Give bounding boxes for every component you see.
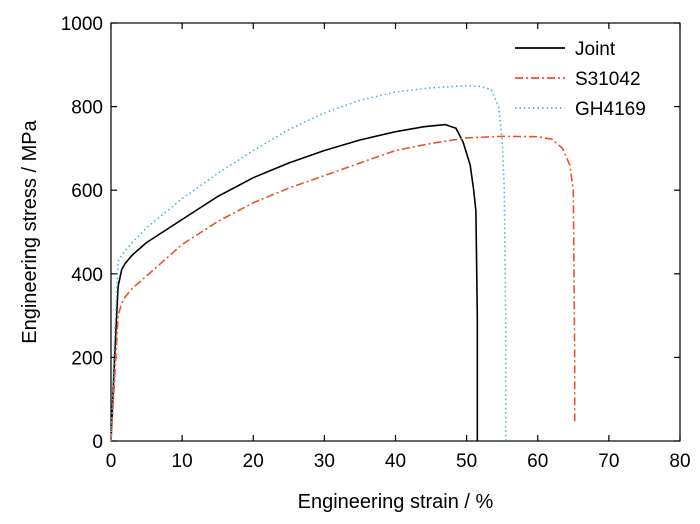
- x-tick-label: 20: [243, 451, 264, 472]
- legend-label-gh4169: GH4169: [575, 99, 646, 120]
- series-line-joint: [110, 123, 479, 442]
- x-tick-label: 80: [669, 451, 690, 472]
- x-tick-label: 40: [385, 451, 406, 472]
- x-tick-label: 0: [106, 451, 117, 472]
- legend: Joint S31042 GH4169: [515, 39, 646, 120]
- series-line-gh4169: [110, 84, 507, 442]
- y-tick-label: 800: [71, 98, 103, 119]
- y-axis-title: Engineering stress / MPa: [19, 119, 41, 343]
- y-tick-label: 1000: [61, 14, 103, 35]
- x-tick-label: 30: [314, 451, 335, 472]
- x-axis-title: Engineering strain / %: [298, 491, 494, 513]
- legend-label-s31042: S31042: [575, 69, 641, 90]
- series-line-s31042: [110, 135, 576, 442]
- y-tick-label: 400: [71, 265, 103, 286]
- x-tick-label: 10: [172, 451, 193, 472]
- y-tick-label: 0: [92, 432, 103, 453]
- legend-label-joint: Joint: [575, 39, 616, 60]
- x-tick-label: 50: [456, 451, 477, 472]
- axis-ticks: [110, 22, 681, 442]
- series-lines: [110, 84, 576, 442]
- x-tick-label: 70: [598, 451, 619, 472]
- x-tick-label: 60: [527, 451, 548, 472]
- y-tick-label: 600: [71, 181, 103, 202]
- y-tick-label: 200: [71, 348, 103, 369]
